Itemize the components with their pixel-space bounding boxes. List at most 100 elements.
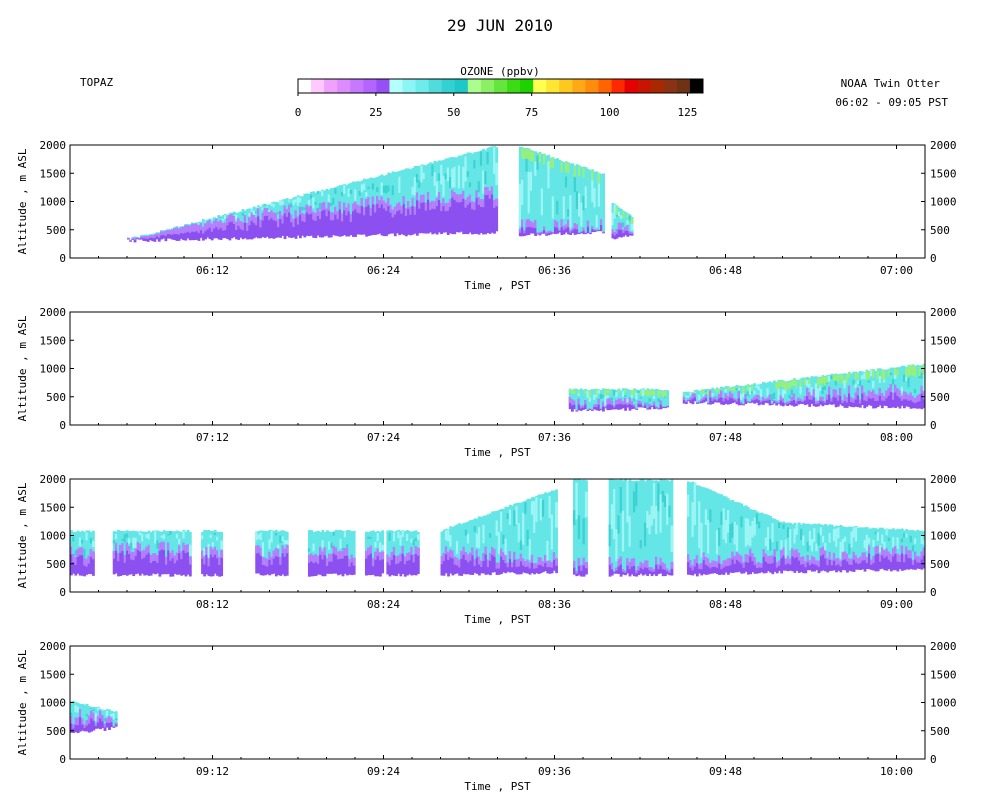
ozone-cell-lowmid bbox=[276, 219, 280, 228]
ozone-cell-high bbox=[742, 387, 746, 394]
ozone-cell-mid bbox=[285, 531, 289, 546]
ozone-cell-high bbox=[854, 372, 858, 380]
ozone-cell-high bbox=[922, 364, 925, 375]
colorbar-swatch bbox=[559, 79, 573, 93]
y-axis-label: Altitude , m ASL bbox=[16, 482, 29, 588]
ozone-cell-lowmid bbox=[748, 401, 752, 403]
ozone-cell-mid-light bbox=[312, 543, 316, 552]
ozone-cell-lowmid bbox=[608, 557, 612, 566]
ozone-cell-mid-light bbox=[837, 527, 841, 539]
ozone-cell-mid bbox=[239, 211, 243, 222]
ozone-cell-low bbox=[429, 202, 432, 233]
ozone-cell-lowmid bbox=[652, 568, 656, 572]
ozone-cell-mid bbox=[175, 530, 179, 553]
y-tick-label-right: 1000 bbox=[930, 697, 957, 710]
ozone-cell-lowmid bbox=[898, 390, 902, 399]
ozone-cell-lowmid bbox=[702, 397, 706, 400]
ozone-cell-low bbox=[232, 216, 236, 238]
ozone-cell-low bbox=[746, 554, 750, 575]
ozone-cell-mid-dark bbox=[657, 398, 661, 402]
ozone-cell-mid-dark bbox=[632, 491, 636, 513]
ozone-cell-mid-light bbox=[613, 488, 616, 540]
ozone-cell-low bbox=[780, 550, 784, 574]
ozone-cell-mid bbox=[340, 184, 344, 214]
ozone-cell-lowmid bbox=[435, 198, 439, 207]
ozone-cell-lowmid bbox=[103, 723, 107, 728]
ozone-cell-mid bbox=[715, 387, 719, 399]
ozone-cell-mid bbox=[836, 374, 840, 395]
ozone-cell-mid-light bbox=[835, 528, 838, 547]
ozone-cell-low bbox=[316, 555, 320, 575]
y-tick-label: 500 bbox=[46, 725, 66, 738]
ozone-cell-lowmid bbox=[832, 552, 836, 561]
ozone-cell-lowmid bbox=[858, 399, 862, 404]
ozone-cell-mid bbox=[918, 365, 922, 395]
ozone-cell-mid-dark bbox=[541, 499, 545, 517]
ozone-cell-mid-dark bbox=[89, 537, 93, 544]
ozone-cell-mid bbox=[718, 493, 721, 556]
ozone-cell-mid-light bbox=[606, 394, 610, 398]
ozone-cell-low bbox=[839, 388, 842, 405]
ozone-cell-low bbox=[482, 553, 486, 574]
ozone-cell-mid-light bbox=[504, 538, 508, 555]
ozone-cell-mid-light bbox=[562, 196, 566, 219]
ozone-cell-lowmid bbox=[755, 395, 759, 399]
ozone-cell-lowmid bbox=[709, 390, 712, 398]
ozone-cell-mid bbox=[265, 204, 269, 208]
y-tick-label-right: 1500 bbox=[930, 668, 957, 681]
ozone-cell-mid-dark bbox=[823, 381, 827, 390]
ozone-cell-lowmid bbox=[469, 552, 472, 561]
ozone-cell-mid-light bbox=[199, 222, 203, 223]
ozone-cell-mid bbox=[341, 530, 345, 551]
ozone-cell-mid bbox=[72, 700, 76, 725]
ozone-cell-mid bbox=[455, 524, 459, 558]
colorbar-swatch bbox=[624, 79, 639, 93]
ozone-cell-lowmid bbox=[259, 547, 263, 556]
ozone-cell-lowmid bbox=[94, 723, 98, 726]
ozone-cell-lowmid bbox=[437, 192, 441, 201]
ozone-cell-mid bbox=[167, 530, 170, 543]
ozone-cell-lowmid bbox=[129, 240, 133, 241]
ozone-cell-lowmid bbox=[215, 219, 219, 228]
ozone-cell-low bbox=[832, 552, 836, 571]
ozone-cell-low bbox=[444, 546, 448, 574]
ozone-cell-lowmid bbox=[219, 219, 223, 228]
ozone-cell-lowmid bbox=[232, 216, 236, 225]
ozone-cell-lowmid bbox=[442, 198, 446, 207]
ozone-cell-lowmid bbox=[687, 554, 690, 563]
ozone-cell-low bbox=[466, 554, 470, 575]
ozone-cell-mid bbox=[775, 381, 779, 401]
ozone-cell-low bbox=[130, 551, 133, 575]
ozone-cell-lowmid bbox=[797, 397, 801, 402]
ozone-cell-lowmid bbox=[586, 409, 590, 411]
ozone-cell-mid-dark bbox=[477, 181, 481, 193]
ozone-cell-mid-light bbox=[615, 529, 619, 562]
ozone-cell-low bbox=[420, 194, 424, 234]
ozone-cell-mid-light bbox=[343, 185, 346, 195]
ozone-cell-low bbox=[584, 399, 588, 410]
ozone-cell-mid-dark bbox=[274, 533, 278, 536]
ozone-cell-low bbox=[207, 558, 211, 576]
ozone-cell-mid-light bbox=[868, 538, 871, 544]
ozone-cell-low bbox=[347, 203, 351, 237]
ozone-cell-mid bbox=[648, 389, 652, 404]
ozone-cell-lowmid bbox=[749, 548, 753, 557]
ozone-cell-low bbox=[753, 396, 757, 404]
ozone-cell-lowmid bbox=[865, 556, 869, 563]
ozone-cell-lowmid bbox=[270, 210, 274, 219]
ozone-cell-high bbox=[894, 368, 897, 375]
ozone-cell-lowmid bbox=[254, 217, 258, 226]
ozone-cell-low bbox=[907, 394, 911, 407]
ozone-cell-lowmid bbox=[580, 231, 584, 233]
x-tick-label: 06:24 bbox=[367, 264, 400, 277]
ozone-cell-low bbox=[228, 214, 232, 241]
ozone-cell-mid bbox=[898, 529, 902, 555]
y-tick-label: 1000 bbox=[40, 363, 67, 376]
ozone-cell-low bbox=[263, 208, 267, 238]
ozone-cell-high bbox=[633, 389, 636, 395]
ozone-cell-low bbox=[283, 548, 287, 577]
ozone-cell-lowmid bbox=[153, 234, 157, 239]
ozone-cell-lowmid bbox=[731, 393, 734, 399]
ozone-cell-lowmid bbox=[301, 213, 305, 222]
ozone-cell-lowmid bbox=[268, 551, 272, 560]
